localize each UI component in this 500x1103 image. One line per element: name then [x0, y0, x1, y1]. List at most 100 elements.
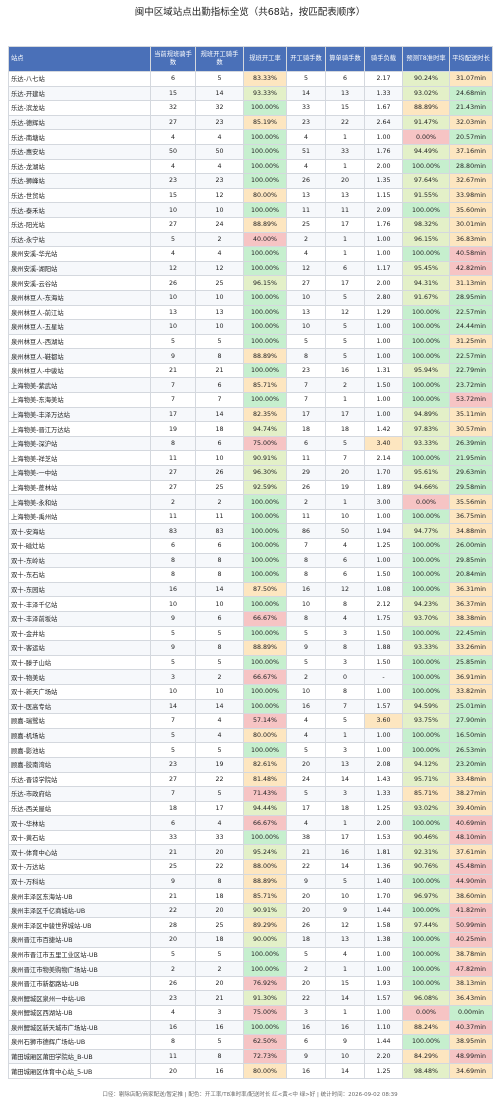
- table-cell: 5: [286, 333, 326, 350]
- table-cell: 12: [150, 260, 196, 277]
- table-cell: 19: [195, 756, 244, 773]
- table-cell: 1.00: [364, 946, 403, 963]
- table-cell: 95.24%: [243, 844, 287, 861]
- table-cell: 2: [286, 669, 326, 685]
- table-cell: 18: [286, 932, 326, 948]
- table-cell: 1.00: [364, 961, 403, 977]
- table-cell: 32: [195, 100, 244, 116]
- table-cell: 40.69min: [449, 815, 493, 831]
- table-cell: 94.66%: [402, 479, 450, 496]
- table-cell: 17: [325, 275, 365, 291]
- table-cell: 38.27min: [449, 786, 493, 802]
- table-cell: 88.89%: [402, 100, 450, 116]
- table-row: 泉州鲤城区西湖站-UB 4 3 75.00% 3 1 1.00 0.00% 0.00min: [8, 1005, 493, 1021]
- table-cell: 6: [195, 610, 244, 627]
- table-cell: 90.46%: [402, 829, 450, 846]
- table-cell: 75.00%: [243, 435, 287, 452]
- table-cell: 16: [195, 1063, 244, 1079]
- table-cell: 95.45%: [402, 260, 450, 277]
- table-cell: 5: [325, 435, 365, 452]
- table-cell: 35.60min: [449, 202, 493, 218]
- table-cell: 32.03min: [449, 114, 493, 131]
- table-cell: 2.80: [364, 289, 403, 306]
- table-cell: 1: [325, 815, 365, 831]
- table-cell: 93.70%: [402, 610, 450, 627]
- table-cell: 100.00%: [243, 567, 287, 583]
- table-cell: 21: [195, 362, 244, 379]
- table-cell: 19: [150, 421, 196, 437]
- table-cell: 14: [195, 698, 244, 715]
- table-row: 乐达-永宁站 5 2 40.00% 2 1 1.00 96.15% 36.83min: [8, 231, 493, 248]
- table-cell: 双十-东岭站: [8, 552, 151, 569]
- table-cell: 100.00%: [243, 202, 287, 218]
- table-cell: 10: [325, 1048, 365, 1065]
- table-cell: 23.72min: [449, 377, 493, 394]
- table-cell: 13: [286, 187, 326, 204]
- table-row: 双十-万科站 9 8 88.89% 9 5 1.40 100.00% 44.90min: [8, 873, 493, 890]
- table-cell: 27: [150, 465, 196, 481]
- table-cell: 26.39min: [449, 435, 493, 452]
- table-row: 泉州安溪-云谷站 26 25 96.15% 27 17 2.00 94.31% 31.13min: [8, 275, 493, 291]
- table-cell: 91.30%: [243, 990, 287, 1006]
- table-cell: 8: [325, 640, 365, 656]
- table-cell: 50: [195, 143, 244, 160]
- table-cell: 1.17: [364, 260, 403, 277]
- table-cell: 4: [286, 815, 326, 831]
- table-cell: 14: [325, 771, 365, 788]
- table-cell: 泉州林豆人-西湖站: [8, 333, 151, 350]
- table-cell: 21: [286, 844, 326, 861]
- table-cell: 94.23%: [402, 596, 450, 612]
- table-row: 双十-物美站 3 2 66.67% 2 0-100.00% 36.91min: [8, 669, 493, 685]
- table-row: 乐达-滨龙站 32 32 100.00% 33 15 1.67 88.89% 21.43min: [8, 100, 493, 116]
- table-cell: 双十-滕子山站: [8, 654, 151, 671]
- table-cell: 5: [195, 625, 244, 642]
- table-cell: 100.00%: [402, 961, 450, 977]
- table-cell: 12: [325, 581, 365, 598]
- table-cell: 4: [195, 129, 244, 145]
- table-cell: 3: [325, 786, 365, 802]
- table-cell: 88.89%: [243, 348, 287, 364]
- table-cell: 50: [150, 143, 196, 160]
- table-cell: 94.77%: [402, 523, 450, 539]
- table-cell: 8: [150, 552, 196, 569]
- table-cell: 14: [325, 859, 365, 875]
- table-cell: 5: [150, 946, 196, 963]
- table-row: 乐达-开建站 15 14 93.33% 14 13 1.33 93.02% 24.68min: [8, 85, 493, 102]
- table-cell: 1.25: [364, 800, 403, 817]
- table-cell: 25: [150, 859, 196, 875]
- table-cell: 20: [286, 888, 326, 904]
- table-cell: 17: [325, 829, 365, 846]
- table-cell: 10: [195, 450, 244, 467]
- table-cell: 21.43min: [449, 100, 493, 116]
- table-cell: 100.00%: [243, 289, 287, 306]
- table-cell: 88.89%: [243, 640, 287, 656]
- table-cell: 85.71%: [402, 786, 450, 802]
- table-cell: 泉州林豆人-五星站: [8, 319, 151, 335]
- table-cell: 13: [150, 304, 196, 321]
- table-cell: 36.75min: [449, 508, 493, 525]
- table-cell: 95.71%: [402, 771, 450, 788]
- table-cell: 3: [325, 654, 365, 671]
- table-cell: 11: [150, 1048, 196, 1065]
- table-cell: 1.44: [364, 1034, 403, 1050]
- table-row: 双十-丰泽千亿站 10 10 100.00% 10 8 2.12 94.23% 36.37min: [8, 596, 493, 612]
- table-cell: 上海物美-晋江万达站: [8, 421, 151, 437]
- table-cell: 上海物美-禹州站: [8, 508, 151, 525]
- table-cell: 27: [150, 216, 196, 233]
- table-cell: 22: [195, 771, 244, 788]
- table-row: 泉州安溪-华光站 4 4 100.00% 4 1 1.00 100.00% 40.58min: [8, 246, 493, 262]
- table-cell: 97.64%: [402, 173, 450, 189]
- table-cell: 25.01min: [449, 698, 493, 715]
- table-cell: 1.89: [364, 479, 403, 496]
- table-cell: 乐达-狮峰站: [8, 173, 151, 189]
- table-row: 泉州鲤城区泉州一中站-UB 23 21 91.30% 22 14 1.57 96.08% 36.…: [8, 990, 493, 1006]
- table-cell: 2.08: [364, 756, 403, 773]
- table-cell: 20.57min: [449, 129, 493, 145]
- table-cell: 上海物美-丰泽万达站: [8, 406, 151, 423]
- table-cell: 乐达-滨龙站: [8, 100, 151, 116]
- table-cell: 1.00: [364, 683, 403, 700]
- table-cell: 3.40: [364, 435, 403, 452]
- table-cell: 16: [325, 844, 365, 861]
- table-row: 泉州鲤城区新天城市广场站-UB 16 16 100.00% 16 16 1.10 88.24%…: [8, 1019, 493, 1036]
- table-cell: 21.95min: [449, 450, 493, 467]
